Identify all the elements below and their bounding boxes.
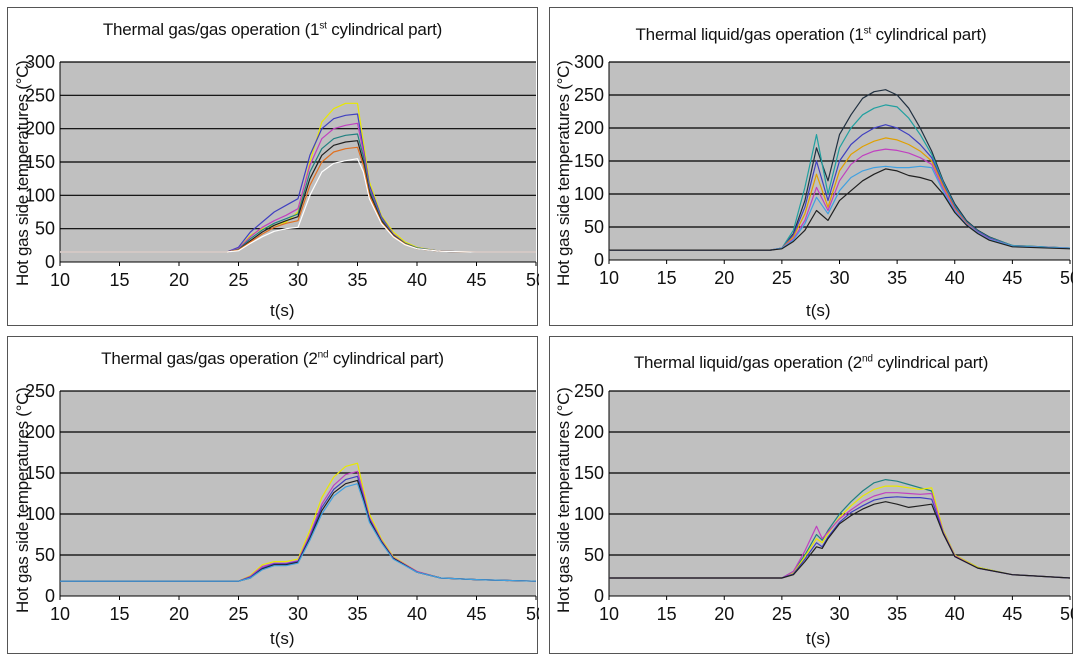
chart-title: Thermal gas/gas operation (2nd cylindric…: [101, 349, 444, 368]
y-axis-label: Hot gas side temperatures (°C): [13, 60, 32, 287]
chart-title: Thermal liquid/gas operation (1st cylind…: [635, 25, 987, 44]
y-tick-label: 200: [574, 118, 604, 138]
y-tick-label: 250: [25, 85, 55, 105]
y-tick-label: 250: [25, 381, 55, 401]
x-tick-label: 15: [657, 604, 677, 624]
x-tick-label: 50: [1060, 268, 1073, 288]
x-tick-label: 20: [714, 268, 734, 288]
y-tick-label: 100: [25, 185, 55, 205]
plot-area: [609, 391, 1070, 596]
x-tick-label: 30: [829, 604, 849, 624]
y-axis-label: Hot gas side temperatures (°C): [554, 387, 573, 614]
y-axis-label: Hot gas side temperatures (°C): [554, 60, 573, 287]
series-line: [60, 483, 537, 582]
x-tick-label: 45: [466, 604, 486, 624]
x-tick-label: 35: [887, 604, 907, 624]
series-line: [60, 470, 537, 582]
x-tick-label: 10: [50, 270, 70, 290]
y-tick-label: 150: [25, 463, 55, 483]
y-tick-label: 50: [584, 217, 604, 237]
x-tick-label: 45: [1002, 268, 1022, 288]
chart-svg: 0 50 100 150 200 250 10 15 20 25 30 35 40 45 50: [25, 381, 539, 624]
chart-panel-gas-gas-2nd: 0 50 100 150 200 250 10 15 20 25 30 35 40 45 50 Therma…: [7, 336, 539, 654]
series-line: [609, 168, 1071, 251]
y-tick-label: 0: [594, 586, 604, 606]
x-tick-label: 20: [169, 604, 189, 624]
y-tick-label: 150: [574, 151, 604, 171]
x-axis-label: t(s): [270, 301, 295, 320]
x-tick-label: 35: [347, 604, 367, 624]
x-tick-label: 40: [945, 604, 965, 624]
y-tick-label: 250: [574, 381, 604, 401]
x-axis-label: t(s): [270, 629, 295, 648]
chart-svg: 0 50 100 150 200 250 10 15 20 25 30 35 40 45 50: [574, 381, 1073, 624]
x-axis-label: t(s): [806, 629, 831, 648]
y-tick-label: 0: [594, 250, 604, 270]
x-tick-label: 10: [50, 604, 70, 624]
x-tick-label: 30: [288, 270, 308, 290]
y-tick-label: 200: [25, 422, 55, 442]
y-tick-label: 0: [45, 586, 55, 606]
x-tick-label: 15: [109, 270, 129, 290]
x-tick-label: 25: [228, 270, 248, 290]
x-tick-label: 45: [466, 270, 486, 290]
series-line: [609, 501, 1071, 579]
y-tick-label: 50: [35, 545, 55, 565]
x-tick-label: 50: [526, 604, 539, 624]
y-tick-label: 200: [25, 119, 55, 139]
x-tick-label: 35: [887, 268, 907, 288]
y-tick-label: 200: [574, 422, 604, 442]
y-tick-label: 250: [574, 85, 604, 105]
x-tick-label: 50: [526, 270, 539, 290]
y-tick-label: 100: [574, 504, 604, 524]
x-tick-label: 25: [772, 268, 792, 288]
y-tick-label: 150: [25, 152, 55, 172]
series-line: [60, 133, 536, 253]
x-tick-label: 40: [945, 268, 965, 288]
y-tick-label: 100: [574, 184, 604, 204]
y-tick-label: 0: [45, 252, 55, 272]
x-tick-label: 50: [1060, 604, 1073, 624]
chart-panel-liquid-gas-1st: 0 50 100 150 200 250 300 10 15 20 25 30 35 40 45 50 The…: [549, 7, 1073, 326]
x-tick-label: 30: [288, 604, 308, 624]
x-tick-label: 10: [599, 604, 619, 624]
chart-svg: 0 50 100 150 200 250 300 10 15 20 25 30 35 40 45 50: [25, 52, 539, 290]
x-axis-label: t(s): [806, 301, 831, 320]
x-tick-label: 40: [407, 604, 427, 624]
chart-panel-liquid-gas-2nd: 0 50 100 150 200 250 10 15 20 25 30 35 40 45 50 Therma…: [549, 336, 1073, 654]
y-tick-label: 150: [574, 463, 604, 483]
chart-svg: 0 50 100 150 200 250 300 10 15 20 25 30 35 40 45 50: [574, 52, 1073, 288]
chart-title: Thermal gas/gas operation (1st cylindric…: [102, 20, 443, 39]
x-tick-label: 10: [599, 268, 619, 288]
x-tick-label: 30: [829, 268, 849, 288]
series-line: [609, 89, 1071, 251]
x-tick-label: 45: [1002, 604, 1022, 624]
x-tick-label: 20: [169, 270, 189, 290]
y-axis-label: Hot gas side temperatures (°C): [13, 387, 32, 614]
x-tick-label: 40: [407, 270, 427, 290]
y-tick-label: 50: [584, 545, 604, 565]
x-tick-label: 25: [772, 604, 792, 624]
x-tick-label: 35: [347, 270, 367, 290]
series-line: [60, 158, 536, 253]
plot-area: [60, 391, 536, 596]
x-tick-label: 20: [714, 604, 734, 624]
y-tick-label: 100: [25, 504, 55, 524]
x-tick-label: 15: [657, 268, 677, 288]
x-tick-label: 25: [228, 604, 248, 624]
y-tick-label: 300: [574, 52, 604, 72]
y-tick-label: 300: [25, 52, 55, 72]
chart-title: Thermal liquid/gas operation (2nd cylind…: [633, 353, 989, 372]
chart-panel-gas-gas-1st: 0 50 100 150 200 250 300 10 15 20 25 30 35 40 45 50 The…: [7, 7, 539, 326]
x-tick-label: 15: [109, 604, 129, 624]
y-tick-label: 50: [35, 219, 55, 239]
